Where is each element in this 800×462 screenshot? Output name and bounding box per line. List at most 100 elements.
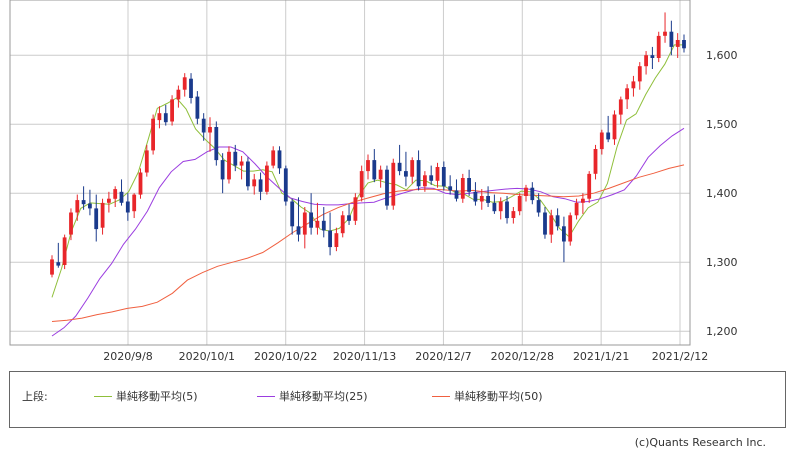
candle: [543, 207, 547, 239]
candle: [290, 198, 295, 235]
legend-prefix: 上段:: [22, 390, 48, 403]
candle-body: [296, 226, 301, 235]
candle-body: [385, 169, 389, 206]
candle-body: [530, 187, 535, 201]
candle: [587, 171, 592, 203]
candle-body: [682, 40, 686, 49]
candle-body: [220, 160, 225, 180]
candle-body: [669, 31, 674, 47]
candle: [359, 165, 364, 202]
candle: [397, 144, 402, 176]
x-tick-label: 2021/2/12: [652, 350, 708, 363]
candle-body: [113, 189, 118, 199]
candle-body: [644, 55, 648, 67]
candle-body: [94, 208, 99, 230]
candle-body: [555, 215, 560, 227]
candle: [391, 158, 396, 210]
candle-body: [176, 89, 181, 100]
candle-body: [189, 78, 193, 98]
candle-body: [56, 262, 61, 266]
candle: [410, 157, 415, 184]
candle: [75, 194, 80, 221]
candle-body: [239, 161, 244, 166]
candle: [555, 208, 560, 231]
candle: [62, 234, 67, 270]
candle: [233, 144, 238, 172]
candle-body: [593, 149, 598, 174]
candle: [435, 162, 440, 188]
x-tick-label: 2020/12/7: [415, 350, 471, 363]
y-tick-label: 1,300: [706, 256, 738, 269]
candle-body: [631, 81, 636, 89]
candle-body: [321, 220, 326, 231]
candle-body: [144, 150, 149, 173]
candle-body: [252, 179, 257, 187]
candle-body: [328, 230, 332, 248]
candle-body: [656, 35, 661, 58]
candle: [416, 150, 421, 191]
candle: [492, 194, 497, 214]
candle-body: [549, 215, 554, 235]
candle-body: [283, 168, 288, 202]
candle-body: [391, 162, 396, 206]
candle-body: [599, 132, 604, 150]
candle-body: [441, 167, 446, 187]
candle: [227, 146, 231, 184]
candle-body: [663, 31, 667, 36]
candle-body: [517, 196, 522, 212]
candle-body: [119, 191, 124, 203]
candle-body: [271, 150, 276, 166]
legend: 上段: 単純移動平均(5) 単純移動平均(25) 単純移動平均(50): [9, 371, 786, 428]
candle-body: [429, 175, 434, 181]
candle-body: [454, 190, 459, 199]
candle-body: [511, 211, 516, 218]
x-tick-label: 2020/10/22: [254, 350, 317, 363]
candle-body: [562, 226, 566, 242]
moving-average-lines: [51, 44, 685, 337]
candle-body: [505, 201, 509, 219]
x-tick-label: 2020/9/8: [103, 350, 152, 363]
candle-body: [637, 66, 642, 82]
candle-body: [618, 99, 623, 115]
x-tick-label: 2021/1/21: [573, 350, 629, 363]
candle: [144, 144, 149, 177]
y-tick-label: 1,400: [706, 187, 738, 200]
x-tick-label: 2020/10/1: [179, 350, 235, 363]
candle: [378, 165, 383, 188]
y-tick-label: 1,500: [706, 118, 738, 131]
candle-body: [214, 127, 219, 161]
candle-body: [467, 178, 471, 192]
candle-body: [75, 200, 80, 213]
candle: [549, 209, 554, 243]
candle: [682, 34, 686, 53]
candle: [505, 195, 509, 224]
legend-item-ma50: 単純移動平均(50): [432, 388, 543, 404]
candle-body: [536, 200, 541, 213]
candle: [302, 207, 307, 249]
candle-body: [107, 198, 111, 203]
legend-swatch-ma25: [257, 395, 275, 397]
candle: [581, 193, 585, 214]
candle-body: [410, 160, 415, 177]
ma-line-3: [51, 164, 685, 322]
candle-body: [479, 196, 484, 202]
candle: [125, 193, 130, 221]
candle: [195, 91, 200, 125]
candle: [568, 212, 573, 246]
candle: [138, 168, 143, 199]
candle: [467, 169, 471, 196]
candle-body: [650, 55, 655, 58]
candle: [265, 161, 269, 195]
candle-body: [498, 201, 503, 212]
candle-body: [195, 96, 200, 119]
ma-line-1: [51, 44, 684, 298]
candle-body: [435, 167, 440, 181]
candle: [593, 144, 598, 180]
x-tick-label: 2020/12/28: [491, 350, 554, 363]
candle: [631, 75, 636, 97]
candle-body: [378, 169, 383, 180]
candle: [366, 154, 370, 180]
candle-body: [201, 118, 206, 133]
candle-body: [208, 127, 212, 133]
candle: [201, 113, 206, 141]
